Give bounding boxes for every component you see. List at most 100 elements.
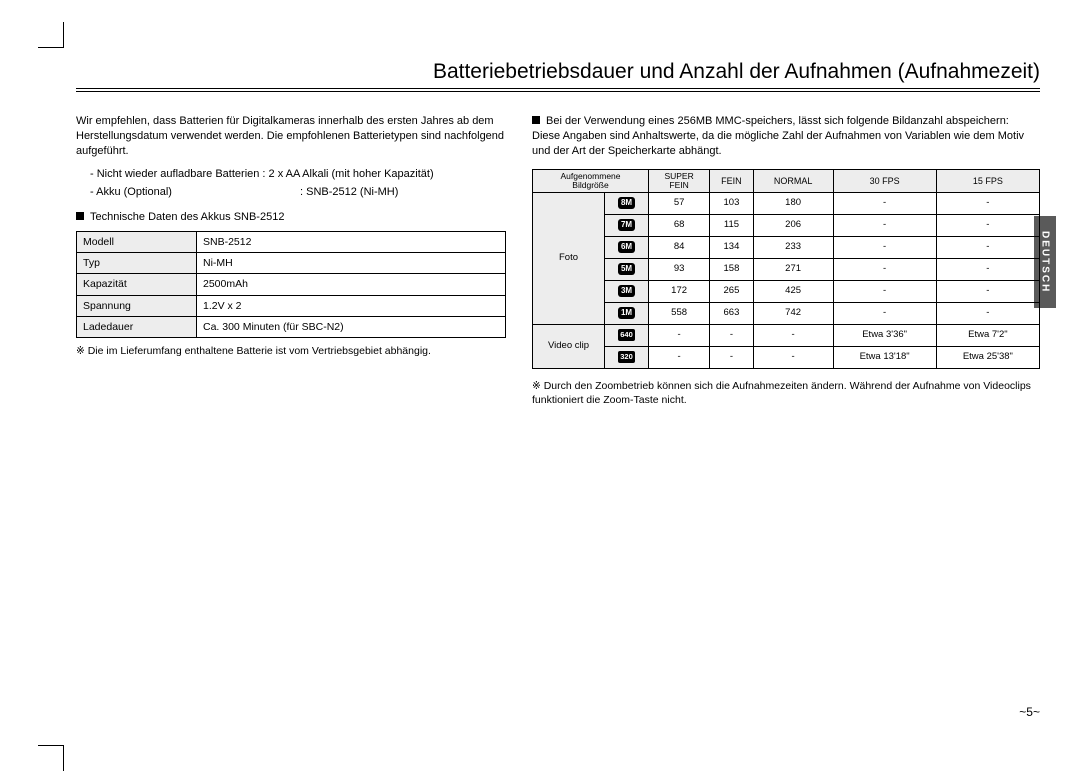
value-cell: - <box>649 347 710 369</box>
size-cell: 320 <box>605 347 649 369</box>
spec-value: 2500mAh <box>197 274 506 295</box>
value-cell: - <box>710 347 753 369</box>
value-cell: - <box>710 325 753 347</box>
spec-key: Spannung <box>77 295 197 316</box>
value-cell: 103 <box>710 193 753 215</box>
size-cell: 3M <box>605 281 649 303</box>
value-cell: 233 <box>753 237 833 259</box>
title-bar: Batteriebetriebsdauer und Anzahl der Auf… <box>76 60 1040 92</box>
value-cell: Etwa 7'2" <box>936 325 1039 347</box>
value-cell: - <box>936 259 1039 281</box>
value-cell: - <box>936 303 1039 325</box>
right-column: Bei der Verwendung eines 256MB MMC-speic… <box>532 114 1040 408</box>
spec-value: 1.2V x 2 <box>197 295 506 316</box>
table-row: Foto8M57103180-- <box>533 193 1040 215</box>
value-cell: 180 <box>753 193 833 215</box>
size-cell: 5M <box>605 259 649 281</box>
crop-mark-tl <box>38 22 64 48</box>
bullet-square-icon <box>76 212 84 220</box>
value-cell: - <box>649 325 710 347</box>
size-badge-icon: 3M <box>618 285 635 297</box>
size-badge-icon: 6M <box>618 241 635 253</box>
value-cell: 663 <box>710 303 753 325</box>
page-title: Batteriebetriebsdauer und Anzahl der Auf… <box>76 60 1040 89</box>
th-normal: NORMAL <box>753 169 833 193</box>
size-cell: 640 <box>605 325 649 347</box>
th-fein: FEIN <box>710 169 753 193</box>
value-cell: 158 <box>710 259 753 281</box>
spec-key: Ladedauer <box>77 316 197 337</box>
value-cell: 271 <box>753 259 833 281</box>
th-size-b: Bildgröße <box>533 181 648 190</box>
page-content: Batteriebetriebsdauer und Anzahl der Auf… <box>76 60 1040 735</box>
value-cell: - <box>753 325 833 347</box>
value-cell: - <box>833 281 936 303</box>
value-cell: 425 <box>753 281 833 303</box>
value-cell: 84 <box>649 237 710 259</box>
th-15fps: 15 FPS <box>936 169 1039 193</box>
table-row: Video clip640---Etwa 3'36"Etwa 7'2" <box>533 325 1040 347</box>
spec-table: ModellSNB-2512TypNi-MHKapazität2500mAhSp… <box>76 231 506 338</box>
value-cell: - <box>936 215 1039 237</box>
spec-row: Spannung1.2V x 2 <box>77 295 506 316</box>
value-cell: - <box>833 193 936 215</box>
spec-value: Ni-MH <box>197 253 506 274</box>
akku-value: : SNB-2512 (Ni-MH) <box>300 185 398 200</box>
value-cell: 68 <box>649 215 710 237</box>
size-cell: 7M <box>605 215 649 237</box>
table-row: 7M68115206-- <box>533 215 1040 237</box>
value-cell: - <box>936 193 1039 215</box>
value-cell: - <box>753 347 833 369</box>
left-column: Wir empfehlen, dass Batterien für Digita… <box>76 114 506 408</box>
spec-heading: Technische Daten des Akkus SNB-2512 <box>76 210 506 225</box>
spec-value: Ca. 300 Minuten (für SBC-N2) <box>197 316 506 337</box>
battery-line-1: - Nicht wieder aufladbare Batterien : 2 … <box>90 167 506 182</box>
spec-key: Modell <box>77 232 197 253</box>
value-cell: 265 <box>710 281 753 303</box>
value-cell: Etwa 3'36" <box>833 325 936 347</box>
size-cell: 1M <box>605 303 649 325</box>
table-row: 1M558663742-- <box>533 303 1040 325</box>
value-cell: - <box>936 237 1039 259</box>
capacity-table: Aufgenommene Bildgröße SUPER FEIN FEIN N… <box>532 169 1040 370</box>
size-cell: 6M <box>605 237 649 259</box>
th-size: Aufgenommene Bildgröße <box>533 169 649 193</box>
th-30fps: 30 FPS <box>833 169 936 193</box>
right-intro-text: Bei der Verwendung eines 256MB MMC-speic… <box>532 115 1024 157</box>
value-cell: 172 <box>649 281 710 303</box>
value-cell: - <box>936 281 1039 303</box>
value-cell: 558 <box>649 303 710 325</box>
right-note: Durch den Zoombetrieb können sich die Au… <box>532 379 1040 407</box>
size-badge-icon: 5M <box>618 263 635 275</box>
value-cell: 134 <box>710 237 753 259</box>
left-note: Die im Lieferumfang enthaltene Batterie … <box>76 344 506 358</box>
page-number: ~5~ <box>0 705 1040 719</box>
size-badge-icon: 640 <box>618 329 635 341</box>
akku-label: - Akku (Optional) <box>90 185 300 200</box>
spec-value: SNB-2512 <box>197 232 506 253</box>
size-badge-icon: 1M <box>618 307 635 319</box>
battery-line-2: - Akku (Optional) : SNB-2512 (Ni-MH) <box>90 185 506 200</box>
size-badge-icon: 320 <box>618 351 635 363</box>
th-superfein: SUPER FEIN <box>649 169 710 193</box>
size-cell: 8M <box>605 193 649 215</box>
spec-row: TypNi-MH <box>77 253 506 274</box>
spec-row: LadedauerCa. 300 Minuten (für SBC-N2) <box>77 316 506 337</box>
value-cell: - <box>833 215 936 237</box>
bullet-square-icon <box>532 116 540 124</box>
value-cell: - <box>833 303 936 325</box>
size-badge-icon: 7M <box>618 219 635 231</box>
value-cell: 742 <box>753 303 833 325</box>
right-intro: Bei der Verwendung eines 256MB MMC-speic… <box>532 114 1040 159</box>
table-row: 5M93158271-- <box>533 259 1040 281</box>
crop-mark-bl <box>38 745 64 771</box>
size-badge-icon: 8M <box>618 197 635 209</box>
table-row: 320---Etwa 13'18"Etwa 25'38" <box>533 347 1040 369</box>
spec-row: ModellSNB-2512 <box>77 232 506 253</box>
value-cell: 93 <box>649 259 710 281</box>
value-cell: 115 <box>710 215 753 237</box>
table-row: 3M172265425-- <box>533 281 1040 303</box>
spec-heading-text: Technische Daten des Akkus SNB-2512 <box>90 211 284 223</box>
table-row: 6M84134233-- <box>533 237 1040 259</box>
category-foto: Foto <box>533 193 605 325</box>
